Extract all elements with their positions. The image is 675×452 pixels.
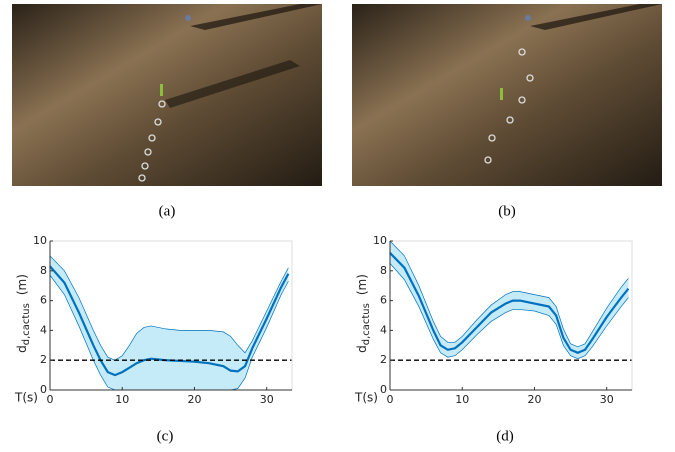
y-tick-label: 10 bbox=[373, 234, 387, 247]
y-tick-label: 8 bbox=[40, 264, 47, 277]
y-tick-label: 6 bbox=[40, 294, 47, 307]
y-tick-label: 0 bbox=[380, 383, 387, 396]
photo-a bbox=[12, 4, 322, 186]
x-axis-label: T(s) bbox=[354, 391, 378, 405]
y-label-sub: d,cactus bbox=[361, 303, 372, 345]
y-tick-label: 10 bbox=[33, 234, 47, 247]
x-tick-label: 20 bbox=[187, 393, 201, 406]
x-tick-label: 0 bbox=[387, 393, 394, 406]
y-label-unit: (m) bbox=[15, 274, 29, 295]
caption: (b) bbox=[498, 203, 516, 219]
x-tick-label: 30 bbox=[260, 393, 274, 406]
y-label-main: d bbox=[355, 345, 369, 353]
x-axis-label: T(s) bbox=[14, 391, 38, 405]
caption: (a) bbox=[159, 203, 176, 219]
y-tick-label: 2 bbox=[380, 353, 387, 366]
mean-line bbox=[389, 252, 630, 354]
confidence-band bbox=[50, 255, 289, 390]
photo-b bbox=[352, 4, 662, 186]
confidence-band bbox=[390, 241, 629, 359]
y-tick-label: 4 bbox=[380, 323, 387, 336]
y-axis-label: dd,cactus (m) bbox=[355, 274, 373, 353]
mean-line bbox=[49, 265, 290, 377]
y-label-sub: d,cactus bbox=[21, 303, 32, 345]
y-label-main: d bbox=[15, 345, 29, 353]
caption: (c) bbox=[157, 428, 174, 444]
x-tick-label: 20 bbox=[527, 393, 541, 406]
y-tick-label: 0 bbox=[40, 383, 47, 396]
caption: (d) bbox=[496, 428, 514, 444]
y-tick-label: 8 bbox=[380, 264, 387, 277]
y-tick-label: 6 bbox=[380, 294, 387, 307]
x-tick-label: 10 bbox=[115, 393, 129, 406]
x-tick-label: 30 bbox=[600, 393, 614, 406]
x-tick-label: 10 bbox=[455, 393, 469, 406]
band-edge bbox=[389, 240, 629, 348]
band-edge bbox=[49, 255, 289, 361]
band-edge bbox=[389, 263, 629, 360]
y-tick-label: 2 bbox=[40, 353, 47, 366]
y-tick-label: 4 bbox=[40, 323, 47, 336]
y-axis-label: dd,cactus (m) bbox=[15, 274, 33, 353]
y-label-unit: (m) bbox=[355, 274, 369, 295]
x-tick-label: 0 bbox=[47, 393, 54, 406]
